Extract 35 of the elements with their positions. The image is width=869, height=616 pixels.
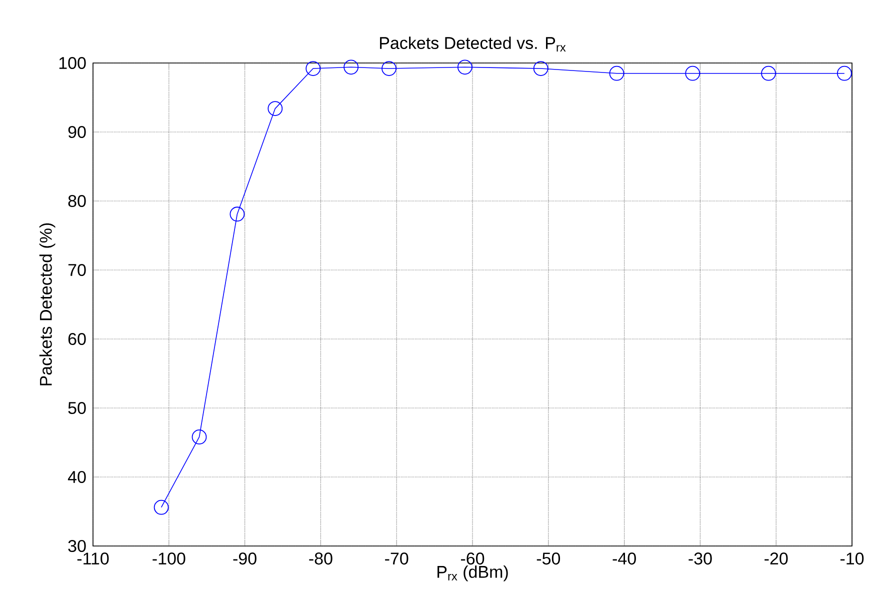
- y-tick-label: 60: [68, 332, 86, 346]
- y-tick-label: 70: [68, 264, 86, 276]
- point: [268, 101, 283, 116]
- x-tick-label: -100: [152, 552, 186, 565]
- point: [457, 60, 472, 75]
- point: [533, 61, 548, 76]
- y-tick-label: 30: [68, 540, 86, 552]
- chart-title: Packets Detected vs. P$_{rx}$: [380, 36, 566, 52]
- x-tick-label: -60: [460, 552, 484, 565]
- point: [382, 61, 396, 76]
- y-tick-label: 80: [68, 194, 86, 208]
- point: [306, 61, 321, 76]
- point: [192, 430, 207, 444]
- point: [154, 500, 169, 515]
- x-axis-title: P$_{rx}$ (dBm): [438, 565, 508, 582]
- point: [230, 206, 245, 222]
- x-tick-label: -10: [840, 552, 864, 565]
- x-tick-label: -70: [385, 552, 408, 565]
- point: [685, 66, 700, 81]
- x-tick-label: -30: [688, 552, 712, 565]
- x-tick-label: -20: [764, 552, 788, 565]
- point: [836, 66, 852, 81]
- x-tick-label: -40: [612, 552, 636, 565]
- y-tick-label: 100: [59, 56, 86, 70]
- y-tick-label: 90: [68, 126, 86, 138]
- point: [344, 60, 359, 75]
- point: [609, 66, 624, 81]
- x-tick-label: -50: [536, 552, 560, 565]
- y-axis-title: Packets Detected (%): [39, 223, 56, 386]
- y-tick-label: 40: [68, 470, 86, 484]
- x-tick-label: -80: [309, 552, 332, 565]
- point: [761, 66, 776, 81]
- x-tick-label: -110: [77, 552, 109, 565]
- x-tick-label: -90: [233, 552, 256, 565]
- y-tick-label: 50: [68, 402, 86, 414]
